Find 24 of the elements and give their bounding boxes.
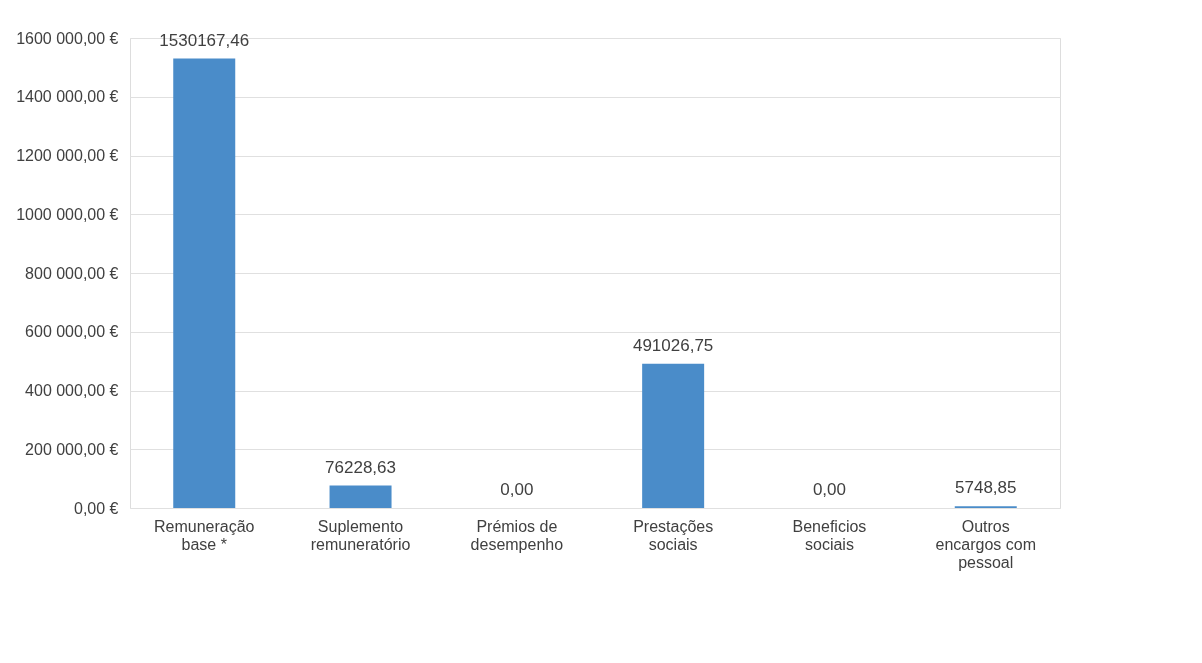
- y-tick-label: 600 000,00 €: [25, 323, 119, 341]
- data-label: 0,00: [500, 480, 534, 499]
- data-label: 76228,63: [325, 457, 396, 477]
- bar: [173, 58, 236, 508]
- data-label: 491026,75: [632, 335, 714, 355]
- x-tick-label: Prestações sociais: [633, 517, 714, 553]
- bar: [329, 485, 392, 508]
- bar: [642, 363, 705, 508]
- x-tick-label: Prémios de desempenho: [470, 517, 564, 553]
- data-label: 1530167,46: [159, 30, 250, 50]
- y-tick-label: 1600 000,00 €: [16, 29, 119, 47]
- y-tick-label: 200 000,00 €: [25, 440, 119, 458]
- x-tick-label: Outros encargos com pessoal: [935, 517, 1037, 571]
- x-tick-label: Remuneração base *: [153, 517, 255, 553]
- y-tick-label: 1400 000,00 €: [16, 88, 119, 106]
- y-tick-label: 800 000,00 €: [25, 264, 119, 282]
- data-label: 0,00: [812, 480, 846, 499]
- x-tick-label: Suplemento remuneratório: [310, 517, 411, 553]
- x-tick-label: Beneficios sociais: [792, 517, 867, 553]
- y-tick-label: 400 000,00 €: [25, 382, 119, 399]
- y-tick-label: 1200 000,00 €: [16, 147, 119, 164]
- y-tick-label: 0,00 €: [74, 499, 119, 517]
- data-label: 5748,85: [955, 478, 1017, 498]
- y-tick-label: 1000 000,00 €: [16, 205, 119, 223]
